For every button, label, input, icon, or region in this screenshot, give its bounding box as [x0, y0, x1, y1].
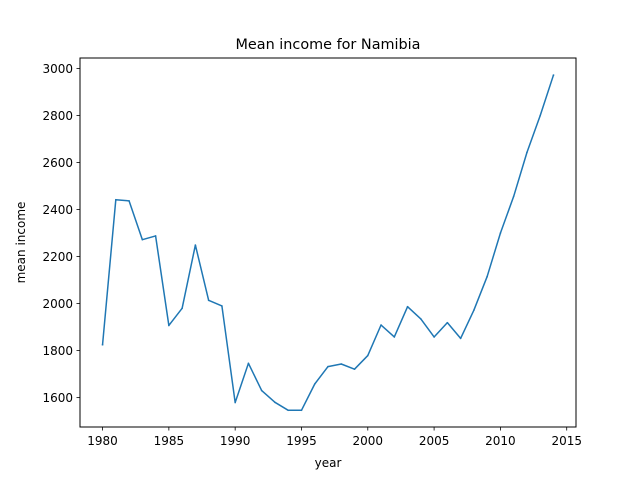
- x-axis: 1980 1985 1990 1995 2000 2005 2010 2015: [87, 427, 582, 448]
- data-point: [433, 336, 435, 338]
- y-tick-label: 2600: [42, 156, 73, 170]
- data-point: [234, 401, 236, 404]
- data-point: [115, 198, 117, 201]
- x-tick-label: 2005: [419, 434, 450, 448]
- data-point: [181, 307, 183, 310]
- data-point: [313, 383, 316, 385]
- x-tick-label: 2000: [353, 434, 384, 448]
- data-point: [499, 232, 502, 234]
- data-point: [459, 337, 462, 340]
- y-tick-label: 2400: [42, 203, 73, 217]
- y-tick-label: 3000: [42, 62, 73, 76]
- y-axis: 1600 1800 2000 2200 2400 2600 2800 3000: [42, 62, 80, 405]
- x-tick-label: 2010: [485, 434, 516, 448]
- data-point: [353, 368, 356, 370]
- x-axis-title: year: [315, 456, 342, 470]
- y-tick-label: 2800: [42, 109, 73, 123]
- data-point: [260, 389, 263, 392]
- data-point: [141, 238, 144, 241]
- x-tick-label: 1990: [220, 434, 251, 448]
- data-point: [340, 363, 343, 365]
- x-tick-label: 1985: [154, 434, 185, 448]
- data-point: [473, 309, 475, 311]
- data-point: [300, 409, 303, 412]
- data-point: [512, 195, 515, 198]
- data-point: [287, 409, 290, 412]
- data-point: [128, 200, 130, 202]
- plot-area: [79, 57, 577, 428]
- data-point: [221, 305, 223, 307]
- x-tick-label: 1980: [87, 434, 118, 448]
- data-point: [194, 244, 197, 246]
- data-point: [420, 318, 422, 320]
- data-point: [552, 74, 555, 76]
- data-point: [247, 362, 250, 365]
- x-tick-label: 2015: [551, 434, 582, 448]
- data-point: [366, 354, 369, 357]
- data-point: [274, 401, 276, 404]
- data-point: [101, 343, 104, 346]
- data-point: [393, 336, 396, 338]
- data-point: [168, 324, 170, 327]
- x-tick-label: 1995: [286, 434, 317, 448]
- y-tick-label: 2200: [42, 250, 73, 264]
- data-point: [539, 114, 541, 117]
- y-tick-label: 2000: [42, 297, 73, 311]
- plot-frame: [79, 57, 577, 428]
- data-point: [406, 305, 409, 308]
- y-tick-label: 1800: [42, 344, 73, 358]
- data-point: [446, 321, 449, 324]
- y-tick-label: 1600: [42, 391, 73, 405]
- chart-title: Mean income for Namibia: [236, 37, 421, 53]
- data-point: [154, 235, 157, 237]
- series-layer: [101, 74, 555, 412]
- data-point: [380, 324, 382, 326]
- data-point: [207, 299, 210, 302]
- data-point: [526, 151, 528, 154]
- y-axis-title: mean income: [14, 202, 28, 284]
- data-point: [486, 275, 488, 278]
- data-point: [327, 365, 329, 368]
